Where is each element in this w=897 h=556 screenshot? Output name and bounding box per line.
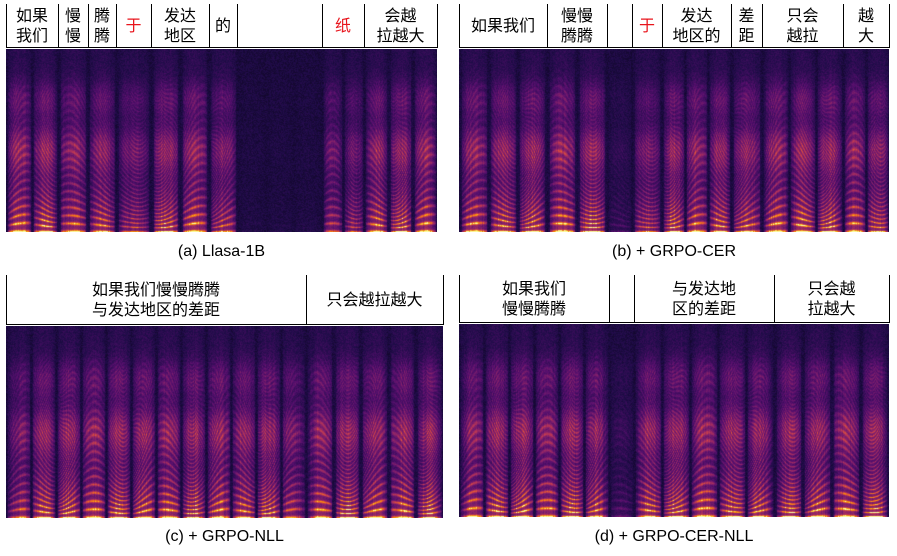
segment-boundary bbox=[437, 4, 438, 48]
segment-label-line: 如果 bbox=[15, 5, 48, 25]
segment-label-line: 只会越拉越大 bbox=[326, 289, 423, 309]
segment-boundary bbox=[634, 275, 635, 323]
segment-boundary bbox=[116, 4, 117, 48]
panel-caption: (a) Llasa-1B bbox=[177, 243, 266, 260]
segment-boundary bbox=[547, 4, 548, 48]
segment-label: 与发达地 区的差距 bbox=[634, 279, 774, 319]
segment-label-line: 拉越大 bbox=[376, 25, 425, 45]
segment-boundary bbox=[632, 4, 633, 48]
segment-label: 越大 bbox=[843, 6, 889, 46]
segment-boundary bbox=[459, 275, 460, 323]
label-baseline bbox=[459, 47, 890, 48]
segment-boundary bbox=[889, 275, 890, 323]
segment-label: 只会越拉越大 bbox=[306, 290, 443, 310]
segment-label-line: 地区 bbox=[163, 25, 196, 45]
label-baseline bbox=[6, 324, 444, 325]
segment-boundary bbox=[6, 275, 7, 325]
segment-label-line: 慢 bbox=[64, 5, 81, 25]
segment-label-line: 大 bbox=[857, 25, 874, 45]
segment-label-line: 与发达地 bbox=[671, 278, 736, 298]
panel-caption: (b) + GRPO-CER bbox=[611, 243, 736, 260]
segment-label: 腾腾 bbox=[88, 6, 116, 46]
segment-label-line: 只会越 bbox=[807, 278, 856, 298]
segment-label-line: 发达 bbox=[680, 5, 713, 25]
segment-label-line: 如果我们 bbox=[470, 15, 535, 35]
segment-label: 差距 bbox=[731, 6, 762, 46]
segment-label-line: 于 bbox=[638, 15, 655, 35]
segment-label-line: 腾 bbox=[93, 25, 110, 45]
segment-label-line: 区的差距 bbox=[671, 298, 736, 318]
segment-boundary bbox=[843, 4, 844, 48]
segment-label-line: 如果我们慢慢腾腾 bbox=[91, 279, 220, 299]
segment-label-line: 慢慢腾腾 bbox=[501, 298, 566, 318]
segment-boundary bbox=[762, 4, 763, 48]
segment-boundary bbox=[609, 275, 610, 323]
segment-label-line: 腾 bbox=[93, 5, 110, 25]
segment-label-line: 地区的 bbox=[672, 25, 721, 45]
spectrogram bbox=[459, 49, 889, 232]
label-baseline bbox=[459, 322, 890, 323]
segment-label: 只会 越拉 bbox=[762, 6, 843, 46]
segment-label-line: 于 bbox=[125, 15, 142, 35]
segment-label: 发达 地区 bbox=[151, 6, 209, 46]
segment-label-line: 越拉 bbox=[786, 25, 819, 45]
segment-boundary bbox=[662, 4, 663, 48]
segment-boundary bbox=[774, 275, 775, 323]
segment-label-line: 发达 bbox=[163, 5, 196, 25]
segment-label: 慢慢 腾腾 bbox=[547, 6, 607, 46]
segment-boundary bbox=[6, 4, 7, 48]
segment-boundary bbox=[889, 4, 890, 48]
segment-label-line: 如果我们 bbox=[501, 278, 566, 298]
segment-boundary bbox=[306, 275, 307, 325]
panel-caption: (c) + GRPO-NLL bbox=[165, 528, 284, 545]
spectrogram bbox=[6, 326, 443, 518]
segment-label: 于 bbox=[632, 16, 662, 36]
segment-label: 于 bbox=[116, 16, 151, 36]
segment-boundary bbox=[151, 4, 152, 48]
segment-label-line: 只会 bbox=[786, 5, 819, 25]
spectrogram bbox=[6, 49, 437, 232]
segment-label-line: 拉越大 bbox=[807, 298, 856, 318]
segment-label: 如果我们 bbox=[6, 6, 58, 46]
segment-boundary bbox=[322, 4, 323, 48]
segment-boundary bbox=[443, 275, 444, 325]
segment-boundary bbox=[364, 4, 365, 48]
segment-label-line: 越 bbox=[857, 5, 874, 25]
spectrogram bbox=[459, 324, 889, 517]
segment-label: 会越 拉越大 bbox=[364, 6, 437, 46]
segment-label: 如果我们 bbox=[459, 16, 547, 36]
segment-label-line: 距 bbox=[738, 25, 755, 45]
panel-caption: (d) + GRPO-CER-NLL bbox=[594, 528, 754, 545]
segment-label-line: 慢 bbox=[64, 25, 81, 45]
segment-label: 如果我们慢慢腾腾 与发达地区的差距 bbox=[6, 280, 306, 320]
segment-boundary bbox=[88, 4, 89, 48]
segment-label-line: 会越 bbox=[384, 5, 417, 25]
segment-label-line: 纸 bbox=[334, 15, 351, 35]
segment-label: 发达 地区的 bbox=[662, 6, 731, 46]
segment-label: 慢慢 bbox=[58, 6, 88, 46]
segment-label-line: 腾腾 bbox=[560, 25, 593, 45]
segment-label: 纸 bbox=[322, 16, 364, 36]
segment-label: 如果我们 慢慢腾腾 bbox=[459, 279, 609, 319]
label-baseline bbox=[6, 47, 438, 48]
segment-label-line: 我们 bbox=[15, 25, 48, 45]
segment-label-line: 的 bbox=[214, 15, 231, 35]
segment-label: 的 bbox=[209, 16, 237, 36]
segment-label-line: 与发达地区的差距 bbox=[91, 299, 220, 319]
segment-label-line: 差 bbox=[738, 5, 755, 25]
segment-boundary bbox=[209, 4, 210, 48]
segment-boundary bbox=[58, 4, 59, 48]
segment-label: 只会越拉越大 bbox=[774, 279, 889, 319]
segment-label-line: 慢慢 bbox=[560, 5, 593, 25]
segment-boundary bbox=[237, 4, 238, 48]
segment-boundary bbox=[731, 4, 732, 48]
segment-boundary bbox=[607, 4, 608, 48]
segment-boundary bbox=[459, 4, 460, 48]
